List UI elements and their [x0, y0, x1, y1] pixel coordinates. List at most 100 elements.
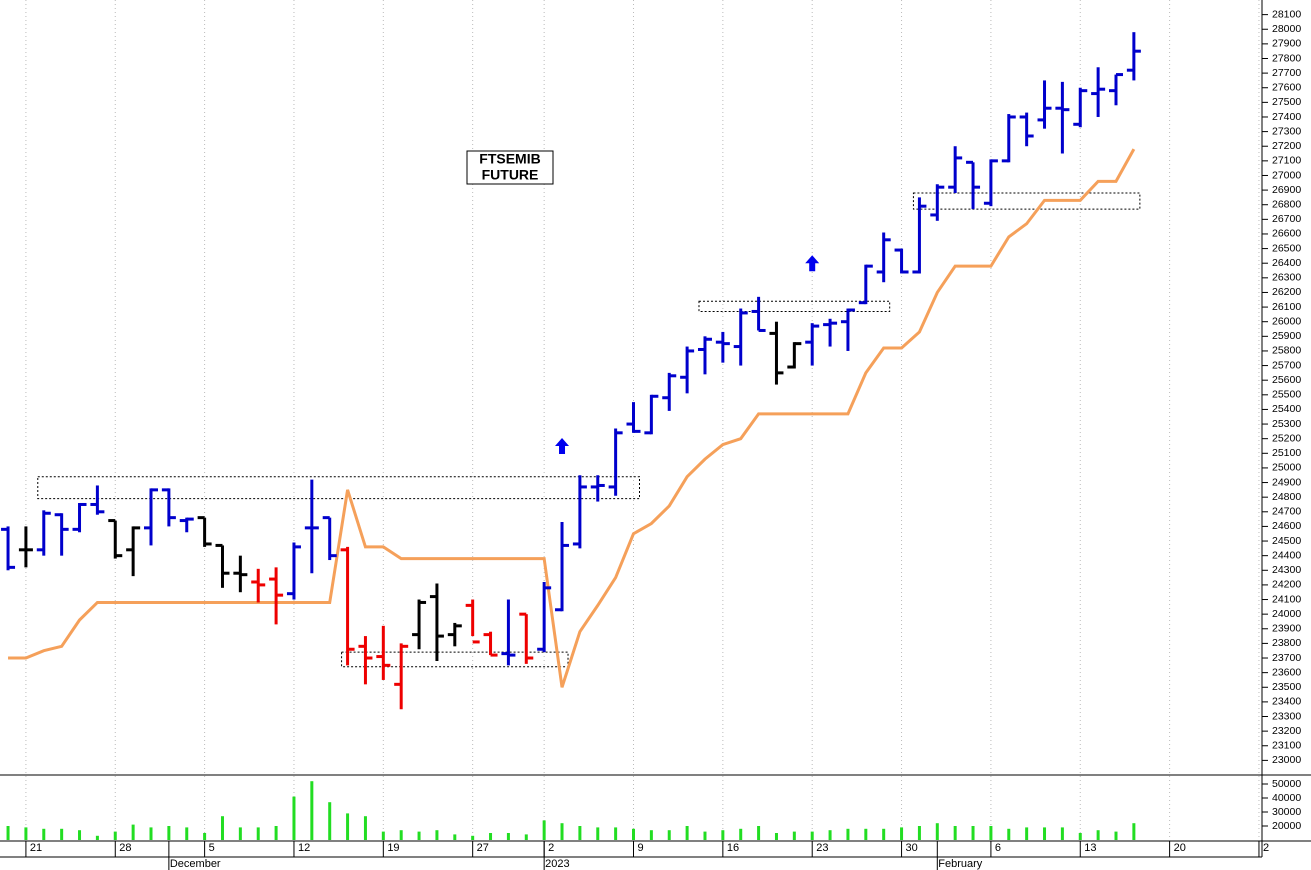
y-tick-label: 26900 — [1272, 184, 1301, 196]
volume-bar — [882, 828, 886, 840]
volume-bar — [560, 823, 564, 840]
volume-bar — [381, 831, 385, 840]
volume-bar — [1114, 831, 1118, 840]
volume-bar — [6, 826, 10, 840]
signal-arrow — [805, 255, 820, 272]
y-tick-label: 26600 — [1272, 228, 1301, 240]
resistance-zone — [37, 476, 641, 500]
volume-bar — [935, 823, 939, 840]
y-tick-label: 27800 — [1272, 52, 1301, 64]
x-tick-label: 9 — [638, 842, 644, 854]
y-tick-label: 26200 — [1272, 286, 1301, 298]
y-tick-label: 25600 — [1272, 374, 1301, 386]
volume-bar — [578, 826, 582, 840]
month-label: December — [170, 858, 221, 870]
y-tick-label: 25000 — [1272, 462, 1301, 474]
y-tick-label: 24200 — [1272, 579, 1301, 591]
x-tick-label: 2 — [1263, 842, 1269, 854]
y-tick-label: 25200 — [1272, 432, 1301, 444]
volume-tick-label: 30000 — [1272, 806, 1301, 818]
volume-bar — [185, 827, 189, 840]
volume-bar — [167, 826, 171, 840]
resistance-zone — [698, 300, 891, 312]
x-tick-label: 20 — [1174, 842, 1186, 854]
volume-bar — [953, 826, 957, 840]
month-label: 2023 — [545, 858, 569, 870]
x-tick-label: 23 — [816, 842, 828, 854]
y-tick-label: 25500 — [1272, 389, 1301, 401]
y-tick-label: 27300 — [1272, 125, 1301, 137]
volume-bar — [917, 826, 921, 840]
volume-bar — [989, 826, 993, 840]
volume-bar — [417, 831, 421, 840]
volume-bar — [1078, 833, 1082, 840]
volume-bar — [721, 830, 725, 840]
y-tick-label: 26500 — [1272, 242, 1301, 254]
volume-bar — [1060, 827, 1064, 840]
stop-line — [8, 148, 1136, 688]
volume-bar — [596, 827, 600, 840]
y-tick-label: 27900 — [1272, 38, 1301, 50]
y-tick-label: 25800 — [1272, 345, 1301, 357]
y-tick-label: 27500 — [1272, 96, 1301, 108]
y-tick-label: 23500 — [1272, 681, 1301, 693]
y-tick-label: 25700 — [1272, 359, 1301, 371]
y-tick-label: 27700 — [1272, 67, 1301, 79]
y-tick-label: 27000 — [1272, 169, 1301, 181]
volume-bar — [274, 826, 278, 840]
y-tick-label: 23800 — [1272, 637, 1301, 649]
y-tick-label: 28100 — [1272, 8, 1301, 20]
volume-tick-label: 50000 — [1272, 778, 1301, 790]
y-tick-label: 26000 — [1272, 315, 1301, 327]
volume-bar — [399, 830, 403, 840]
y-tick-label: 23900 — [1272, 623, 1301, 635]
month-label: February — [938, 858, 983, 870]
y-tick-label: 24600 — [1272, 520, 1301, 532]
y-tick-label: 24700 — [1272, 506, 1301, 518]
y-tick-label: 23400 — [1272, 696, 1301, 708]
volume-bar — [524, 834, 528, 840]
y-tick-label: 25300 — [1272, 418, 1301, 430]
y-tick-label: 25900 — [1272, 330, 1301, 342]
chart-title: FUTURE — [482, 167, 539, 183]
y-tick-label: 24800 — [1272, 491, 1301, 503]
volume-bar — [95, 835, 99, 840]
resistance-zone — [341, 651, 569, 668]
y-tick-label: 23700 — [1272, 652, 1301, 664]
volume-bar — [238, 827, 242, 840]
y-tick-label: 27200 — [1272, 140, 1301, 152]
volume-bar — [203, 833, 207, 840]
volume-bar — [292, 796, 296, 840]
volume-bar — [60, 828, 64, 840]
volume-tick-label: 20000 — [1272, 820, 1301, 832]
x-tick-label: 5 — [209, 842, 215, 854]
y-tick-label: 23000 — [1272, 754, 1301, 766]
volume-bar — [471, 835, 475, 840]
x-tick-label: 19 — [387, 842, 399, 854]
volume-bar — [864, 828, 868, 840]
volume-bar — [24, 827, 28, 840]
y-tick-label: 27400 — [1272, 111, 1301, 123]
y-tick-label: 27600 — [1272, 82, 1301, 94]
volume-bar — [435, 830, 439, 840]
volume-bar — [453, 834, 457, 840]
volume-bar — [739, 828, 743, 840]
chart-title: FTSEMIB — [479, 151, 540, 167]
x-tick-label: 2 — [548, 842, 554, 854]
y-tick-label: 23600 — [1272, 666, 1301, 678]
volume-bar — [149, 827, 153, 840]
y-tick-label: 28000 — [1272, 23, 1301, 35]
y-tick-label: 23300 — [1272, 710, 1301, 722]
volume-bar — [220, 816, 224, 840]
volume-bar — [131, 824, 135, 840]
y-tick-label: 26400 — [1272, 257, 1301, 269]
x-tick-label: 28 — [119, 842, 131, 854]
y-tick-label: 26100 — [1272, 301, 1301, 313]
y-tick-label: 27100 — [1272, 155, 1301, 167]
x-tick-label: 6 — [995, 842, 1001, 854]
volume-bar — [113, 831, 117, 840]
volume-bar — [685, 826, 689, 840]
volume-bar — [256, 827, 260, 840]
volume-bar — [810, 831, 814, 840]
